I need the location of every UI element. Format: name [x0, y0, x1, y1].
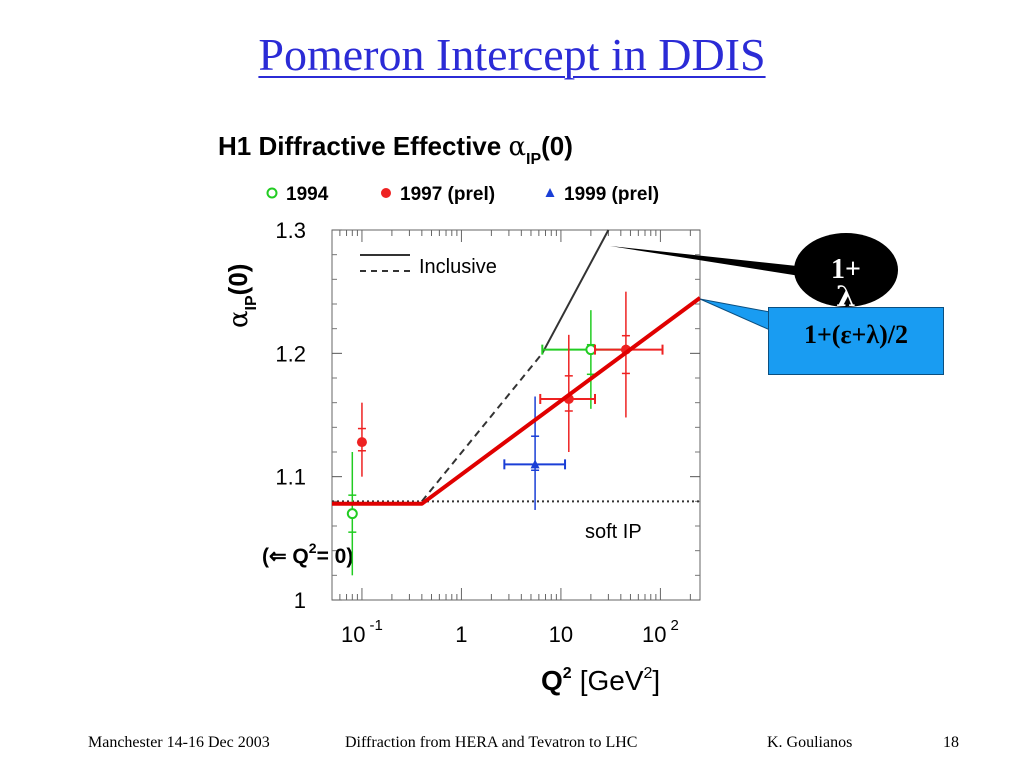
legend-label: 1997 (prel) — [400, 184, 495, 205]
y-tick-label: 1.1 — [275, 465, 306, 490]
x-tick-label: 10 2 — [642, 617, 679, 647]
y-tick-label: 1.2 — [275, 341, 306, 366]
q2-zero-label: (⇐ Q2= 0) — [262, 540, 353, 568]
footer-page: 18 — [943, 734, 959, 751]
lambda-callout-line2: λ — [836, 280, 856, 313]
data-point — [530, 459, 540, 469]
slide-title: Pomeron Intercept in DDIS — [258, 29, 766, 80]
y-axis-label: αIP(0) — [223, 264, 260, 328]
footer-author: K. Goulianos — [767, 734, 853, 751]
data-point — [346, 508, 358, 520]
eps-lambda-callout: 1+(ε+λ)/2 — [768, 307, 944, 375]
legend-label: 1994 — [286, 184, 329, 205]
inclusive-label: Inclusive — [419, 256, 497, 278]
x-tick-label: 10 — [549, 622, 573, 647]
legend-item: 1999 (prel) — [545, 184, 659, 205]
eps-callout-pointer — [699, 298, 771, 331]
legend-item: 1994 — [266, 184, 329, 205]
legend-marker — [266, 187, 278, 199]
inclusive-line-dashed — [421, 352, 544, 502]
x-tick-label: 1 — [455, 622, 467, 647]
legend-marker — [545, 188, 555, 197]
x-tick-label: 10 -1 — [341, 617, 383, 647]
soft-ip-label: soft IP — [585, 521, 642, 543]
footer-venue: Manchester 14-16 Dec 2003 — [88, 734, 270, 751]
inclusive-line-solid — [541, 229, 610, 354]
y-tick-label: 1.3 — [275, 218, 306, 243]
chart-title: H1 Diffractive Effective αIP(0) — [218, 131, 573, 168]
legend-item: 1997 (prel) — [381, 184, 495, 205]
footer-talk: Diffraction from HERA and Tevatron to LH… — [345, 734, 638, 751]
lambda-callout-pointer — [610, 246, 800, 276]
plot-frame — [331, 229, 701, 601]
legend: 1994 1997 (prel) 1999 (prel) — [266, 184, 659, 205]
x-axis-label: Q2 [GeV2] — [541, 665, 660, 696]
overlay-red-line — [332, 296, 702, 506]
legend-marker — [381, 188, 391, 198]
data-point — [356, 437, 367, 448]
legend-label: 1999 (prel) — [564, 184, 659, 205]
y-tick-label: 1 — [294, 588, 306, 613]
lambda-callout-line1: 1+ — [831, 254, 861, 285]
lambda-callout-bubble — [794, 233, 898, 307]
